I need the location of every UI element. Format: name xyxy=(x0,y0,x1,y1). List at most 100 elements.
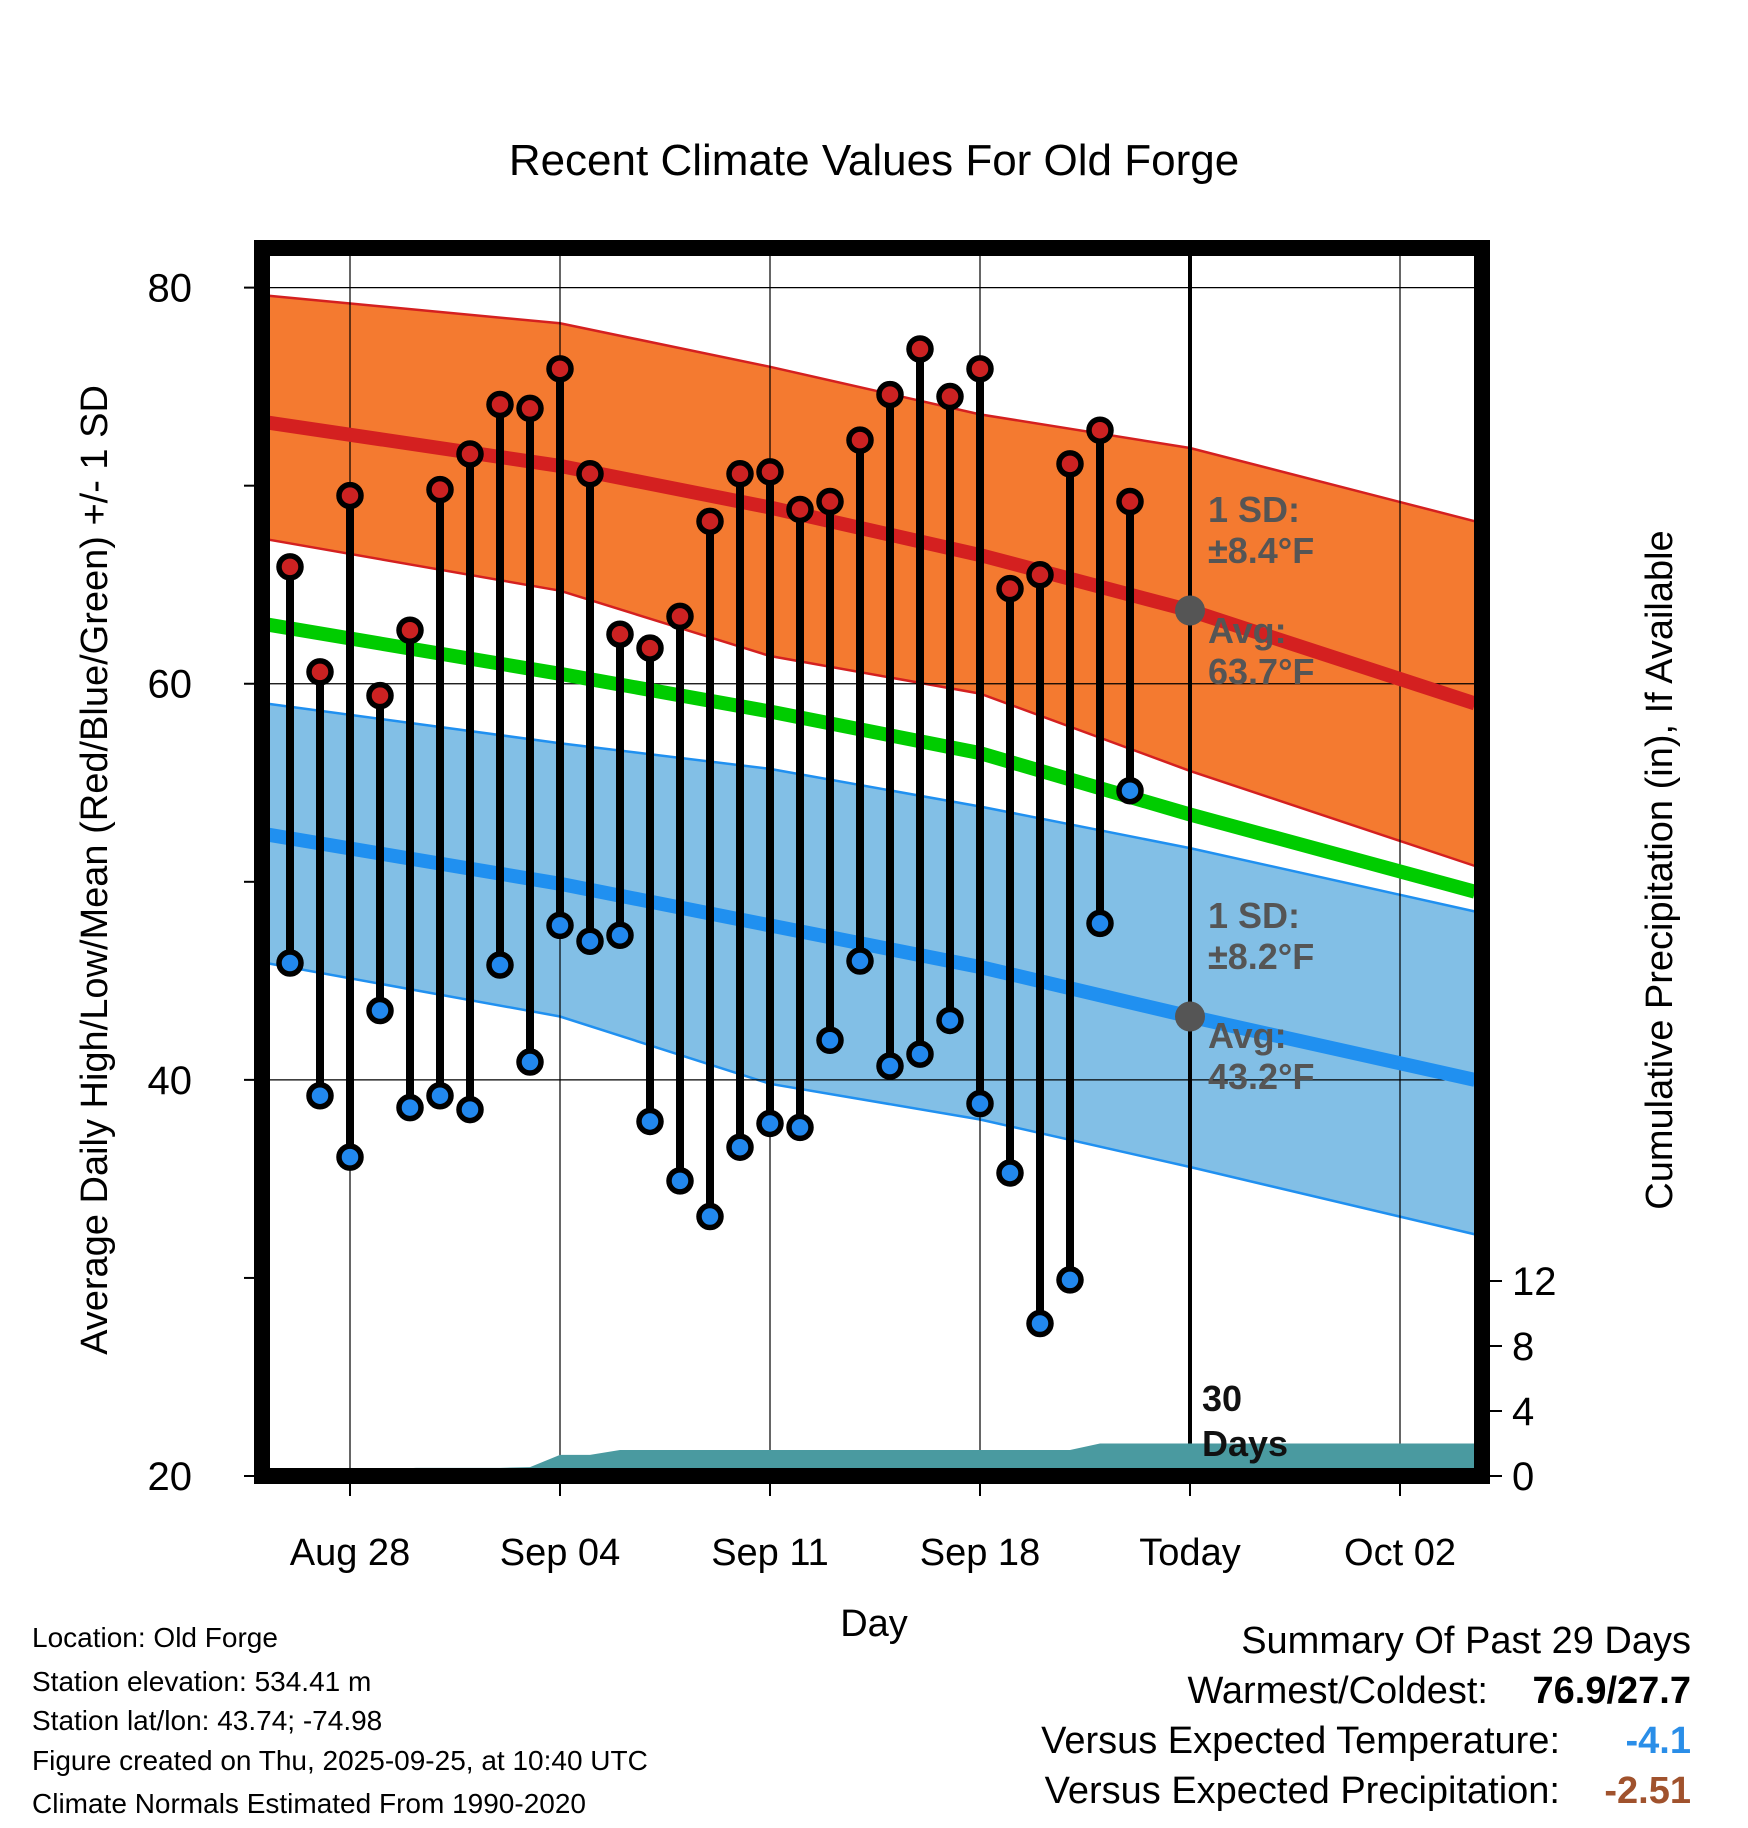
daily-high-point xyxy=(816,487,844,516)
daily-high-point xyxy=(456,440,484,468)
daily-low-point xyxy=(456,1095,484,1124)
mean-average-line xyxy=(264,617,1477,899)
daily-low-point xyxy=(666,1167,694,1195)
chart-title: Recent Climate Values For Old Forge xyxy=(509,136,1239,185)
daily-high-point xyxy=(516,394,544,423)
high-avg-value: 63.7°F xyxy=(1208,651,1314,692)
daily-high-point xyxy=(546,355,574,383)
low-average-line xyxy=(264,827,1477,1087)
daily-low-point xyxy=(336,1143,364,1171)
precipitation-area xyxy=(350,1443,1475,1476)
daily-low-point xyxy=(546,911,574,940)
today-low-average-marker xyxy=(1175,1001,1205,1032)
high-lower-edge xyxy=(265,537,1476,868)
daily-low-point xyxy=(516,1048,544,1076)
daily-low-point xyxy=(486,951,514,979)
x-tick-label: Oct 02 xyxy=(1344,1532,1456,1574)
daily-low-point xyxy=(876,1052,904,1080)
daily-high-point xyxy=(1056,450,1084,478)
daily-low-point xyxy=(1086,909,1114,938)
daily-low-point xyxy=(816,1026,844,1055)
x-tick-label: Sep 04 xyxy=(500,1532,620,1574)
daily-high-point xyxy=(396,616,424,645)
high-upper-edge xyxy=(265,294,1476,523)
days-word-label: Days xyxy=(1202,1423,1288,1464)
high-sd-band xyxy=(266,295,1475,866)
daily-high-point xyxy=(486,390,514,419)
x-tick-label: Sep 18 xyxy=(920,1532,1040,1574)
daily-low-point xyxy=(576,927,604,955)
daily-high-point xyxy=(906,335,934,363)
daily-low-point xyxy=(1116,776,1144,805)
daily-high-point xyxy=(1026,561,1054,589)
daily-low-point xyxy=(846,947,874,975)
daily-low-point xyxy=(396,1093,424,1122)
daily-low-point xyxy=(936,1006,964,1035)
low-avg-label: Avg: xyxy=(1208,1015,1287,1056)
daily-high-point xyxy=(306,658,334,686)
daily-low-point xyxy=(906,1040,934,1068)
daily-high-point xyxy=(696,507,724,536)
daily-high-point xyxy=(426,475,454,504)
daily-low-point xyxy=(426,1081,454,1110)
daily-low-point xyxy=(606,921,634,950)
daily-high-point xyxy=(936,382,964,411)
summary-precip-value: -2.51 xyxy=(1604,1770,1691,1812)
summary-precip-label: Versus Expected Precipitation: xyxy=(1044,1770,1560,1812)
daily-low-point xyxy=(276,949,304,977)
summary-warm-cold-value: 76.9/27.7 xyxy=(1532,1670,1691,1712)
x-axis-label: Day xyxy=(840,1603,908,1645)
low-avg-value: 43.2°F xyxy=(1208,1056,1314,1097)
daily-high-point xyxy=(1116,487,1144,516)
daily-low-point xyxy=(1056,1266,1084,1294)
daily-low-point xyxy=(786,1113,814,1142)
x-tick-label: Sep 11 xyxy=(711,1532,829,1574)
daily-high-point xyxy=(336,481,364,510)
x-tick-label: Today xyxy=(1139,1532,1240,1574)
info-created: Figure created on Thu, 2025-09-25, at 10… xyxy=(32,1745,648,1776)
daily-high-point xyxy=(366,681,394,710)
high-avg-label: Avg: xyxy=(1208,610,1287,651)
y-tick-label: 60 xyxy=(148,663,193,707)
low-upper-edge xyxy=(265,702,1476,913)
info-location: Location: Old Forge xyxy=(32,1622,278,1653)
daily-low-point xyxy=(696,1202,724,1231)
daily-low-point xyxy=(636,1107,664,1136)
daily-low-point xyxy=(996,1159,1024,1187)
daily-low-point xyxy=(1026,1309,1054,1338)
info-elevation: Station elevation: 534.41 m xyxy=(32,1666,372,1697)
y2-tick-label: 4 xyxy=(1512,1390,1534,1434)
daily-high-point xyxy=(606,620,634,648)
high-sd-label: 1 SD: xyxy=(1208,489,1300,530)
summary-temp-value: -4.1 xyxy=(1625,1720,1691,1762)
x-tick-label: Aug 28 xyxy=(290,1532,410,1574)
daily-high-point xyxy=(666,602,694,631)
daily-high-point xyxy=(726,460,754,488)
low-sd-value: ±8.2°F xyxy=(1208,936,1314,977)
daily-low-point xyxy=(726,1133,754,1161)
daily-high-point xyxy=(756,458,784,486)
high-sd-value: ±8.4°F xyxy=(1208,530,1314,571)
y-tick-label: 80 xyxy=(148,267,193,311)
y2-tick-label: 0 xyxy=(1512,1455,1534,1499)
daily-high-point xyxy=(786,495,814,524)
plot-frame xyxy=(254,240,1490,1484)
daily-high-point xyxy=(276,553,304,581)
daily-high-point xyxy=(576,460,604,488)
daily-high-point xyxy=(876,380,904,409)
daily-high-point xyxy=(636,634,664,662)
low-sd-label: 1 SD: xyxy=(1208,895,1300,936)
y2-tick-label: 12 xyxy=(1512,1260,1557,1304)
daily-high-point xyxy=(996,574,1024,603)
summary-warm-cold-label: Warmest/Coldest: xyxy=(1187,1670,1488,1712)
today-high-average-marker xyxy=(1175,595,1205,626)
daily-high-point xyxy=(846,426,874,454)
info-latlon: Station lat/lon: 43.74; -74.98 xyxy=(32,1705,383,1736)
daily-low-point xyxy=(756,1109,784,1138)
summary-temp-label: Versus Expected Temperature: xyxy=(1041,1720,1560,1762)
y2-tick-label: 8 xyxy=(1512,1325,1534,1369)
y-tick-label: 40 xyxy=(148,1059,193,1103)
daily-low-point xyxy=(366,996,394,1025)
info-normals: Climate Normals Estimated From 1990-2020 xyxy=(32,1788,586,1819)
daily-low-point xyxy=(966,1089,994,1118)
